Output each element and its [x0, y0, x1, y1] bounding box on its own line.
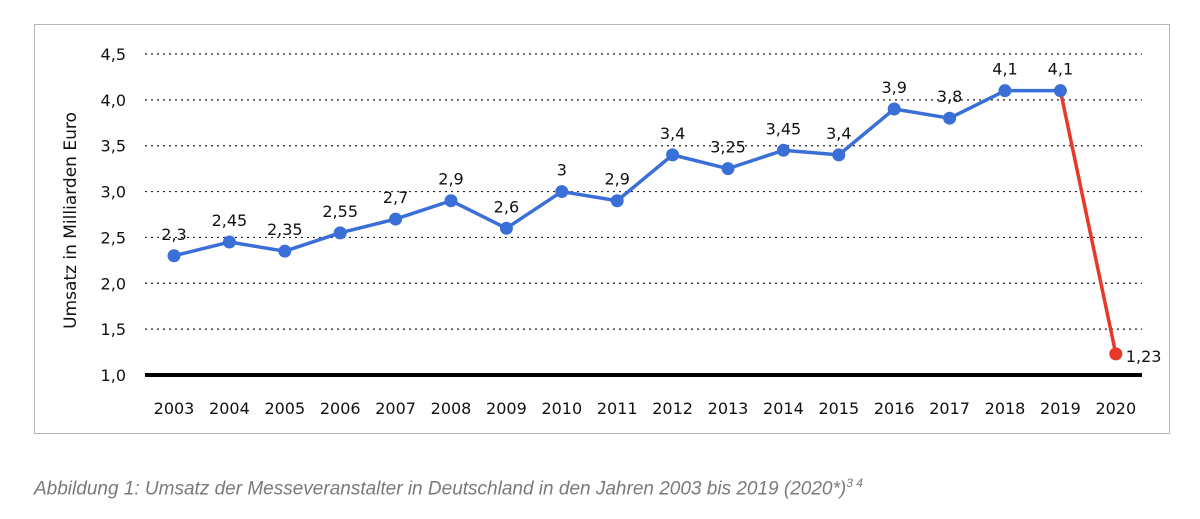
data-label: 2,9 [604, 170, 629, 189]
y-tick-label: 2,0 [101, 274, 126, 293]
data-point [943, 111, 957, 125]
y-tick-label: 1,5 [101, 320, 126, 339]
data-label: 2,7 [383, 188, 408, 207]
data-point [666, 148, 680, 162]
x-tick-label: 2013 [708, 399, 749, 418]
x-tick-label: 2009 [486, 399, 527, 418]
y-axis-title: Umsatz in Milliarden Euro [61, 112, 81, 329]
data-point [389, 212, 403, 226]
x-tick-label: 2019 [1040, 399, 1081, 418]
x-tick-label: 2003 [154, 399, 195, 418]
caption-footnote-refs: 3 4 [846, 476, 863, 490]
x-tick-label: 2020 [1095, 399, 1136, 418]
x-tick-label: 2006 [320, 399, 361, 418]
data-label: 2,3 [161, 225, 186, 244]
data-label: 2,45 [212, 211, 248, 230]
y-tick-label: 3,0 [101, 183, 126, 202]
data-label: 3,4 [826, 124, 851, 143]
data-point [278, 244, 292, 258]
x-tick-label: 2018 [985, 399, 1026, 418]
data-point [887, 102, 901, 116]
x-tick-label: 2011 [597, 399, 638, 418]
data-point [998, 84, 1012, 98]
figure-caption: Abbildung 1: Umsatz der Messeveranstalte… [34, 476, 863, 500]
chart-frame [34, 24, 1170, 434]
data-point [499, 221, 513, 235]
data-point [555, 185, 569, 199]
data-point [1053, 84, 1067, 98]
data-label: 2,55 [322, 202, 358, 221]
x-tick-label: 2005 [264, 399, 305, 418]
data-point [832, 148, 846, 162]
y-tick-label: 4,0 [101, 91, 126, 110]
data-point [222, 235, 236, 249]
data-label: 3,45 [766, 119, 802, 138]
data-label: 3,25 [710, 138, 746, 157]
data-label: 3,8 [937, 87, 962, 106]
data-point [333, 226, 347, 240]
data-label: 3 [557, 161, 567, 180]
data-point [721, 162, 735, 176]
data-label: 3,9 [881, 78, 906, 97]
x-tick-label: 2017 [929, 399, 970, 418]
data-label: 4,1 [992, 60, 1017, 79]
data-label: 1,23 [1126, 347, 1162, 366]
y-tick-label: 2,5 [101, 228, 126, 247]
x-tick-label: 2007 [375, 399, 416, 418]
data-point [610, 194, 624, 208]
caption-text: Abbildung 1: Umsatz der Messeveranstalte… [34, 478, 847, 500]
x-tick-label: 2014 [763, 399, 804, 418]
data-point [444, 194, 458, 208]
data-label: 4,1 [1048, 60, 1073, 79]
x-tick-label: 2012 [652, 399, 693, 418]
series-line [1058, 90, 1118, 355]
x-tick-label: 2010 [541, 399, 582, 418]
data-label: 2,6 [494, 197, 519, 216]
data-label: 2,35 [267, 220, 303, 239]
x-tick-label: 2004 [209, 399, 250, 418]
data-point [1109, 347, 1123, 361]
y-tick-label: 3,5 [101, 137, 126, 156]
y-tick-label: 4,5 [101, 45, 126, 64]
x-tick-label: 2008 [431, 399, 472, 418]
data-label: 3,4 [660, 124, 685, 143]
x-tick-label: 2015 [818, 399, 859, 418]
y-tick-label: 1,0 [101, 366, 126, 385]
data-point [776, 143, 790, 157]
data-point [167, 249, 181, 263]
x-tick-label: 2016 [874, 399, 915, 418]
data-label: 2,9 [438, 170, 463, 189]
